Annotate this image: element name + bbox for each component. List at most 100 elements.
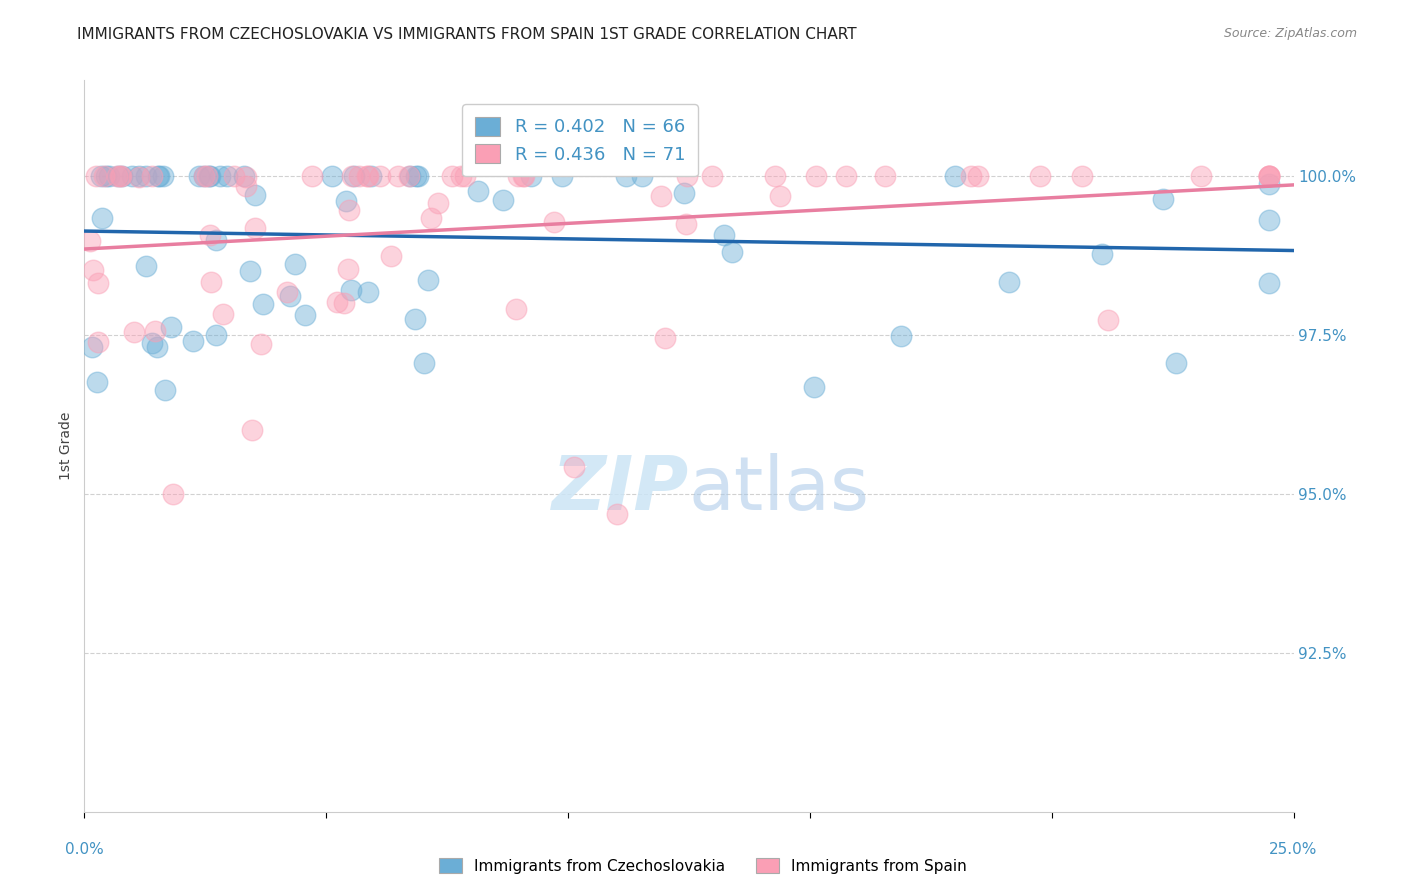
Legend: Immigrants from Czechoslovakia, Immigrants from Spain: Immigrants from Czechoslovakia, Immigran… (433, 852, 973, 880)
Point (349, 169, 371, 183)
Text: IMMIGRANTS FROM CZECHOSLOVAKIA VS IMMIGRANTS FROM SPAIN 1ST GRADE CORRELATION CH: IMMIGRANTS FROM CZECHOSLOVAKIA VS IMMIGR… (77, 27, 856, 42)
Point (1091, 246, 1114, 260)
Point (1258, 212, 1281, 227)
Point (86, 276, 108, 290)
Point (80, 340, 103, 354)
Point (233, 169, 256, 183)
Point (205, 233, 228, 247)
Point (110, 169, 132, 183)
Text: ZIP: ZIP (551, 453, 689, 526)
Point (650, 188, 672, 202)
Point (87, 334, 110, 349)
Point (193, 169, 215, 183)
Point (301, 169, 323, 183)
Point (543, 215, 565, 229)
Point (1258, 169, 1281, 183)
Point (94, 169, 117, 183)
Point (834, 169, 856, 183)
Point (427, 196, 450, 211)
Point (404, 312, 426, 326)
Point (654, 331, 676, 345)
Point (631, 169, 654, 183)
Point (278, 289, 301, 303)
Point (141, 336, 163, 351)
Point (152, 169, 174, 183)
Y-axis label: 1st Grade: 1st Grade (59, 412, 73, 480)
Point (491, 194, 513, 208)
Point (387, 169, 409, 183)
Point (188, 169, 211, 183)
Point (398, 169, 420, 183)
Point (1189, 169, 1212, 183)
Point (326, 295, 349, 310)
Point (1029, 169, 1052, 183)
Point (606, 507, 628, 521)
Text: atlas: atlas (689, 453, 870, 526)
Text: 25.0%: 25.0% (1270, 842, 1317, 857)
Point (343, 169, 366, 183)
Legend: R = 0.402   N = 66, R = 0.436   N = 71: R = 0.402 N = 66, R = 0.436 N = 71 (463, 104, 697, 177)
Point (803, 379, 825, 393)
Point (82, 262, 104, 277)
Point (721, 245, 744, 260)
Point (148, 169, 170, 183)
Point (1166, 356, 1188, 370)
Point (419, 211, 441, 226)
Point (713, 228, 735, 243)
Point (90, 211, 112, 225)
Point (960, 169, 983, 183)
Point (205, 327, 228, 342)
Point (181, 334, 204, 348)
Point (294, 308, 316, 322)
Point (675, 217, 697, 231)
Point (342, 169, 364, 183)
Point (450, 169, 472, 183)
Point (90, 169, 112, 183)
Point (672, 186, 695, 200)
Point (1258, 169, 1281, 183)
Point (1258, 169, 1281, 183)
Point (97, 169, 120, 183)
Point (160, 320, 183, 334)
Point (240, 423, 263, 437)
Point (141, 169, 163, 183)
Point (1258, 276, 1281, 290)
Point (162, 487, 184, 501)
Point (676, 169, 699, 183)
Point (235, 178, 257, 193)
Point (505, 301, 527, 316)
Point (198, 169, 221, 183)
Point (412, 356, 434, 370)
Point (337, 203, 360, 218)
Point (380, 249, 402, 263)
Point (135, 259, 157, 273)
Point (321, 169, 343, 183)
Point (806, 169, 828, 183)
Point (84, 169, 107, 183)
Point (245, 221, 267, 235)
Point (1097, 313, 1119, 327)
Point (368, 169, 391, 183)
Point (763, 169, 786, 183)
Point (211, 307, 233, 321)
Point (339, 283, 361, 297)
Point (399, 169, 422, 183)
Point (200, 228, 222, 243)
Point (513, 169, 536, 183)
Point (108, 169, 131, 183)
Point (208, 169, 231, 183)
Point (93, 169, 115, 183)
Point (200, 275, 222, 289)
Point (146, 169, 169, 183)
Point (195, 169, 218, 183)
Point (356, 169, 378, 183)
Point (128, 169, 150, 184)
Point (128, 169, 150, 183)
Point (520, 169, 543, 183)
Point (153, 384, 176, 398)
Point (198, 169, 221, 183)
Point (360, 169, 382, 183)
Point (873, 169, 896, 183)
Text: Source: ZipAtlas.com: Source: ZipAtlas.com (1223, 27, 1357, 40)
Point (406, 169, 429, 183)
